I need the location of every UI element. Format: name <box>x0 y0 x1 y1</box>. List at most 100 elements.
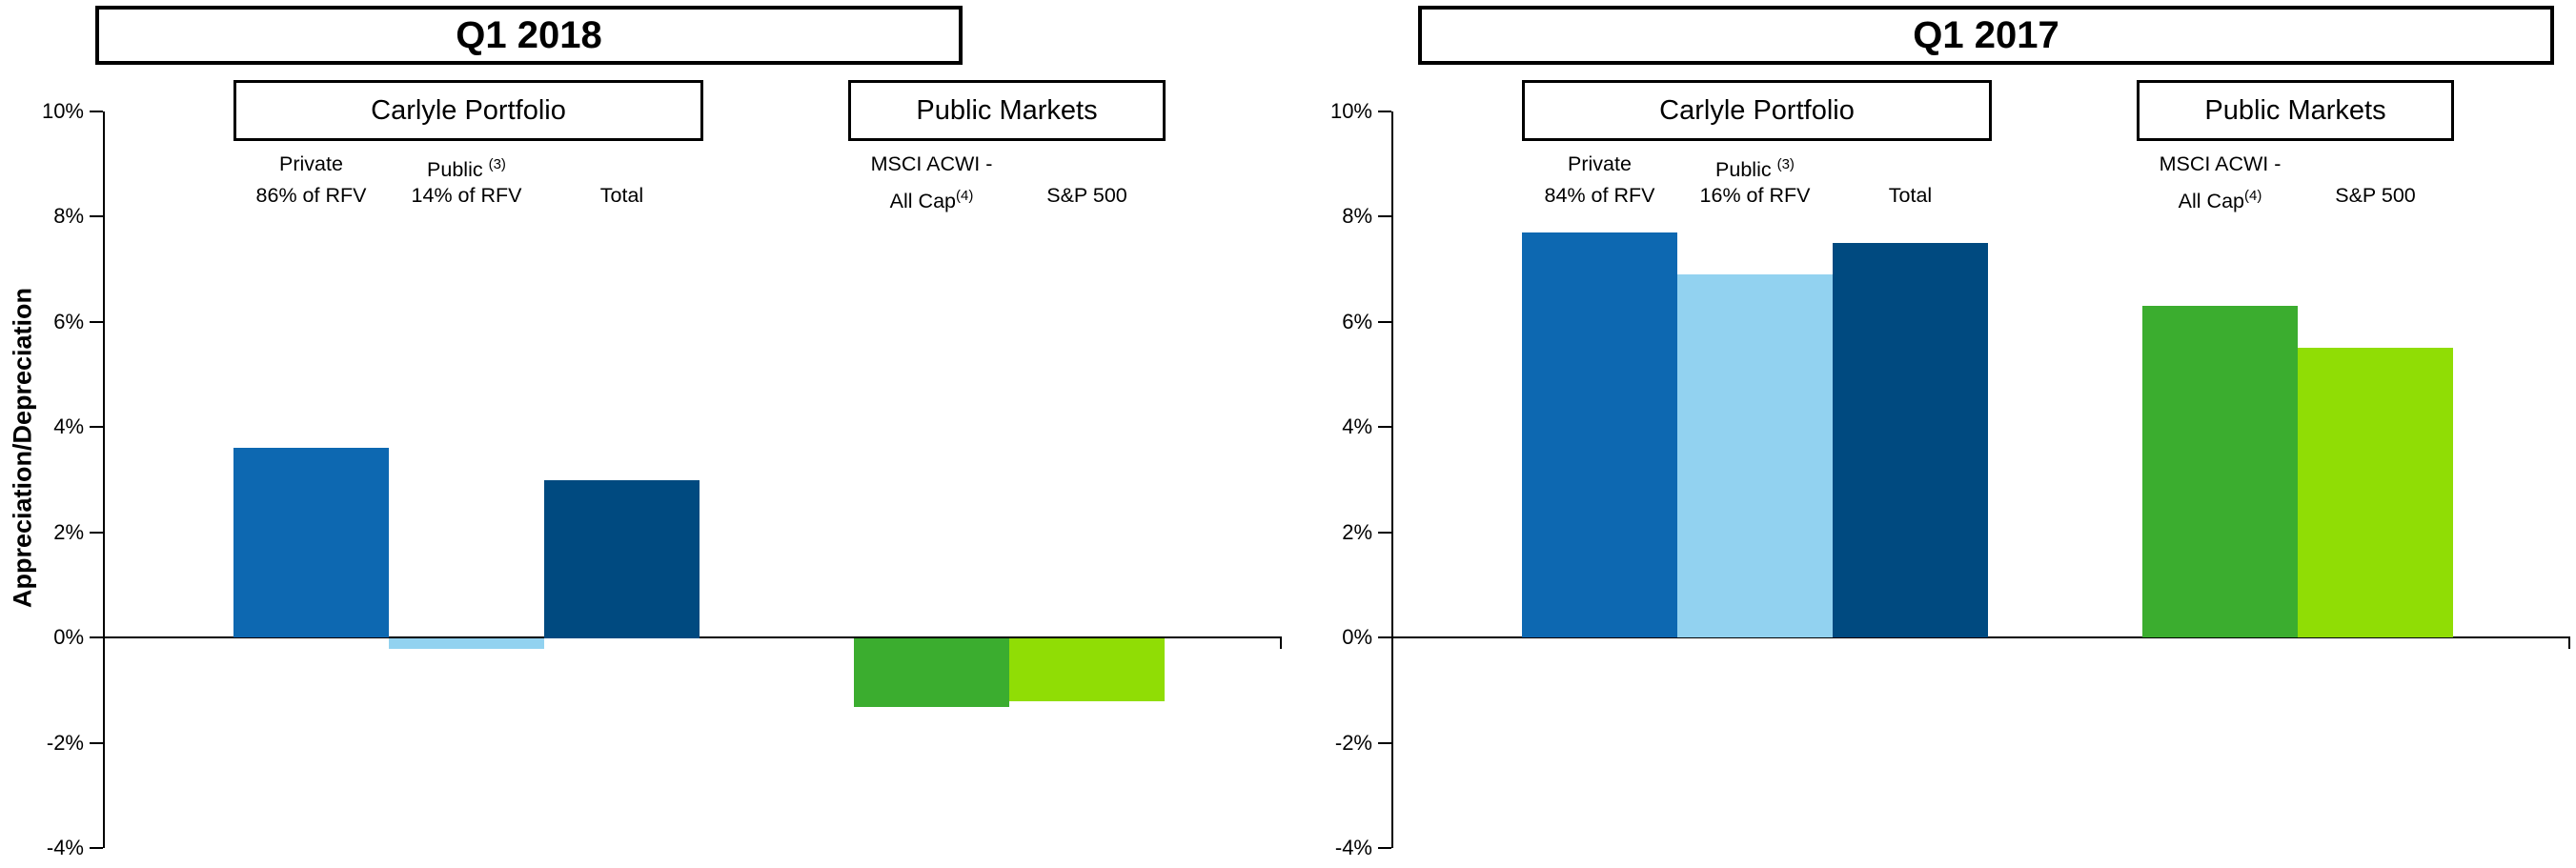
footnote-ref: (4) <box>2243 188 2262 204</box>
x-axis-zero-line <box>1391 636 2570 638</box>
bar-label-line1 <box>973 149 1202 180</box>
bar-category-label: MSCI ACWI - All Cap(4) <box>2106 149 2335 212</box>
bar-label-line2: 14% of RFV <box>353 180 581 212</box>
x-axis-end-tick <box>2568 637 2570 649</box>
y-tick-label: 6% <box>1342 310 1372 333</box>
bar-label-line1 <box>508 149 737 180</box>
y-tick-mark <box>90 215 103 217</box>
bar-label-text: 14% of RFV <box>411 184 522 207</box>
group-header-label: Carlyle Portfolio <box>1659 94 1855 126</box>
group-header-label: Carlyle Portfolio <box>371 94 566 126</box>
bar-label-line2: S&P 500 <box>2262 180 2490 212</box>
bar-label-text: MSCI ACWI - <box>2159 152 2282 175</box>
bar-label-line1 <box>2262 149 2490 180</box>
y-tick-mark <box>1378 532 1391 534</box>
y-tick-mark <box>90 111 103 112</box>
y-tick-label: 8% <box>1342 204 1372 228</box>
bar-msci-acwi-all-cap <box>854 638 1009 707</box>
bar-label-line1: Private <box>1486 149 1714 180</box>
bar-category-label: S&P 500 <box>973 149 1202 212</box>
bar-label-line1: MSCI ACWI - <box>818 149 1046 180</box>
x-axis-end-tick <box>1280 637 1282 649</box>
y-tick-mark <box>1378 742 1391 744</box>
y-tick-label: -4% <box>1334 836 1372 859</box>
bar-label-text: All Cap <box>2178 190 2244 213</box>
y-tick-mark <box>90 847 103 849</box>
bar-category-label: Total <box>508 149 737 212</box>
y-axis-line <box>103 111 105 848</box>
y-tick-mark <box>1378 215 1391 217</box>
y-tick-mark <box>90 321 103 323</box>
bar-label-line2: 84% of RFV <box>1486 180 1714 212</box>
bar-total <box>544 480 700 638</box>
bar-label-text: Private <box>279 152 343 175</box>
bar-category-label: Private 86% of RFV <box>197 149 426 212</box>
y-tick-mark <box>90 742 103 744</box>
chart-title-box: Q1 2018 <box>95 6 963 65</box>
bar-category-label: Total <box>1796 149 2025 212</box>
group-header-box: Carlyle Portfolio <box>233 80 703 141</box>
bar-public <box>389 638 544 649</box>
bar-total <box>1833 243 1988 637</box>
bar-label-text: All Cap <box>889 190 956 213</box>
bar-label-line1: Public (3) <box>1641 149 1870 182</box>
bar-label-line1 <box>1796 149 2025 180</box>
y-tick-label: 8% <box>53 204 84 228</box>
bar-label-text: S&P 500 <box>2335 184 2416 207</box>
y-tick-label: 2% <box>53 520 84 544</box>
bar-label-line2: S&P 500 <box>973 180 1202 212</box>
bar-msci-acwi-all-cap <box>2142 306 2298 637</box>
group-header-label: Public Markets <box>2204 94 2386 126</box>
bar-label-line1: Private <box>197 149 426 180</box>
chart-title: Q1 2018 <box>456 13 602 56</box>
bar-label-text: Public <box>427 158 489 182</box>
bar-label-line2: All Cap(4) <box>2106 180 2335 212</box>
bar-category-label: Public (3) 16% of RFV <box>1641 149 1870 212</box>
y-tick-mark <box>90 636 103 638</box>
y-tick-mark <box>1378 321 1391 323</box>
y-axis-title: Appreciation/Depreciation <box>8 287 37 609</box>
bar-label-line2: 16% of RFV <box>1641 180 1870 212</box>
bar-label-line1: MSCI ACWI - <box>2106 149 2335 180</box>
group-header-box: Public Markets <box>848 80 1166 141</box>
y-tick-label: -2% <box>46 731 84 755</box>
chart-q1-2017: Q1 2017 10% 8% 6% 4% 2% 0% -2% -4% Carlyle Portf… <box>1288 0 2576 868</box>
y-tick-mark <box>90 426 103 428</box>
footnote-ref: (3) <box>488 156 506 172</box>
bar-label-line2: All Cap(4) <box>818 180 1046 212</box>
bar-label-line2: 86% of RFV <box>197 180 426 212</box>
bar-label-text: Public <box>1715 158 1777 182</box>
group-header-box: Carlyle Portfolio <box>1522 80 1992 141</box>
bar-category-label: Public (3) 14% of RFV <box>353 149 581 212</box>
chart-q1-2018: Q1 2018 Appreciation/Depreciation 10% 8% 6… <box>8 6 1282 859</box>
y-axis-line <box>1391 111 1393 848</box>
bar-label-text: MSCI ACWI - <box>870 152 993 175</box>
bar-public <box>1677 274 1833 637</box>
bar-private <box>1522 232 1677 637</box>
bar-label-text: 16% of RFV <box>1699 184 1811 207</box>
bar-label-line2: Total <box>508 180 737 212</box>
footnote-ref: (3) <box>1776 156 1795 172</box>
y-tick-label: 10% <box>1329 99 1372 123</box>
bar-s-p-500 <box>2298 348 2453 637</box>
y-tick-mark <box>1378 847 1391 849</box>
bar-label-text: Total <box>1888 184 1933 207</box>
y-tick-label: -4% <box>46 836 84 859</box>
bar-label-line1: Public (3) <box>353 149 581 182</box>
y-tick-mark <box>1378 111 1391 112</box>
group-header-label: Public Markets <box>916 94 1098 126</box>
bar-category-label: S&P 500 <box>2262 149 2490 212</box>
y-tick-label: 6% <box>53 310 84 333</box>
bar-label-line2: Total <box>1796 180 2025 212</box>
bar-category-label: Private 84% of RFV <box>1486 149 1714 212</box>
y-tick-label: 10% <box>41 99 84 123</box>
footnote-ref: (4) <box>955 188 974 204</box>
bar-category-label: MSCI ACWI - All Cap(4) <box>818 149 1046 212</box>
y-tick-label: 0% <box>53 625 84 649</box>
y-tick-label: 4% <box>1342 414 1372 438</box>
y-tick-mark <box>90 532 103 534</box>
bar-label-text: S&P 500 <box>1046 184 1127 207</box>
y-tick-mark <box>1378 426 1391 428</box>
bar-label-text: 86% of RFV <box>255 184 367 207</box>
